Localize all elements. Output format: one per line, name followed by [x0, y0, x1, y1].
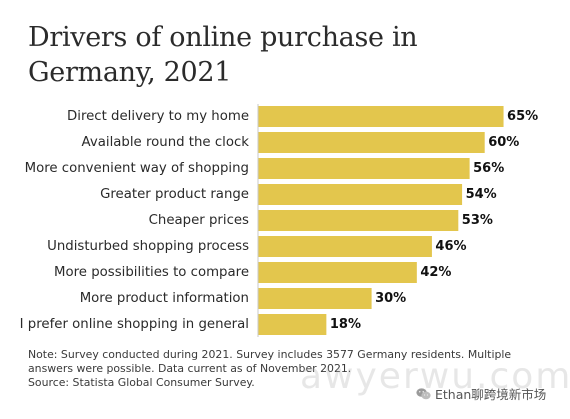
category-label: Direct delivery to my home [67, 109, 249, 124]
wechat-account-tag: Ethan聊跨境新市场 [416, 384, 546, 403]
value-label: 60% [488, 135, 519, 150]
category-label: Greater product range [100, 187, 249, 202]
chart-title-line-2: Germany, 2021 [28, 57, 232, 88]
note-line-1: Note: Survey conducted during 2021. Surv… [28, 348, 512, 361]
value-label: 30% [375, 291, 406, 306]
bar [258, 106, 504, 127]
bar [258, 288, 372, 309]
value-label: 53% [462, 213, 493, 228]
chart-notes: Note: Survey conducted during 2021. Surv… [28, 348, 548, 391]
note-line-2: answers were possible. Data current as o… [28, 362, 352, 376]
value-label: 46% [435, 239, 466, 254]
category-label: I prefer online shopping in general [20, 317, 249, 332]
bar [258, 210, 459, 231]
category-label: Cheaper prices [149, 213, 249, 228]
source-line: Source: Statista Global Consumer Survey. [28, 376, 255, 390]
bar [258, 184, 463, 205]
bar [258, 262, 417, 283]
wechat-icon [416, 387, 431, 399]
category-label: More possibilities to compare [54, 265, 249, 280]
bar-chart-svg: Direct delivery to my home 65% Available r… [20, 104, 538, 337]
category-label: Undisturbed shopping process [47, 239, 249, 254]
bar [258, 236, 432, 257]
value-label: 42% [420, 265, 451, 280]
site-watermark: awyerwu.com [300, 356, 570, 397]
bar-chart: Direct delivery to my home 65% Available r… [0, 96, 570, 346]
value-label: 56% [473, 161, 504, 176]
value-label: 54% [466, 187, 497, 202]
bar [258, 314, 327, 335]
wechat-account-label: Ethan聊跨境新市场 [435, 387, 547, 402]
chart-title-line-1: Drivers of online purchase in [28, 22, 418, 53]
category-label: More convenient way of shopping [25, 161, 249, 176]
bar [258, 132, 485, 153]
bar [258, 158, 470, 179]
category-label: Available round the clock [82, 135, 250, 150]
chart-title: Drivers of online purchase in Germany, 2… [28, 20, 558, 90]
category-label: More product information [80, 291, 249, 306]
value-label: 65% [507, 109, 538, 124]
value-label: 18% [330, 317, 361, 332]
